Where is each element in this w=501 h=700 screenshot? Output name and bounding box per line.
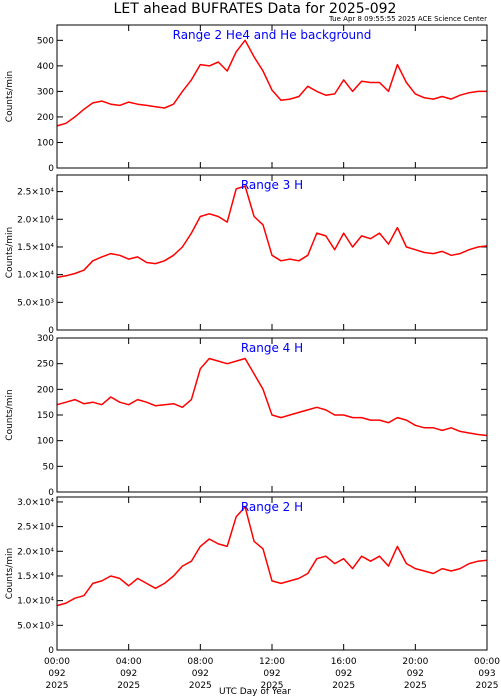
x-tick-label-doy: 092 bbox=[48, 669, 65, 679]
x-tick-label-doy: 092 bbox=[192, 669, 209, 679]
x-tick-label-doy: 092 bbox=[407, 669, 424, 679]
y-tick-label: 2.0×10⁴ bbox=[17, 547, 54, 557]
series-line-panel-2 bbox=[56, 185, 488, 279]
y-axis-title: Counts/min bbox=[5, 227, 15, 278]
y-tick-label: 0 bbox=[48, 488, 54, 498]
y-tick-label: 5.0×10³ bbox=[17, 621, 54, 631]
y-tick-label: 200 bbox=[37, 385, 54, 395]
x-tick-label-year: 2025 bbox=[476, 681, 499, 691]
y-axis-title: Counts/min bbox=[5, 389, 15, 440]
x-tick-label-time: 16:00 bbox=[331, 657, 357, 667]
y-tick-label: 150 bbox=[37, 411, 54, 421]
x-tick-label-year: 2025 bbox=[117, 681, 140, 691]
y-tick-label: 2.5×10⁴ bbox=[17, 523, 54, 533]
series-line-panel-3 bbox=[56, 357, 488, 437]
y-tick-label: 50 bbox=[43, 462, 55, 472]
x-tick-label-time: 00:00 bbox=[474, 657, 500, 667]
plot-frame bbox=[56, 174, 488, 331]
panel-4: 0 5.0×10³ 1.0×10⁴ 1.5×10⁴ 2.0×10⁴ 2.5×10⁴ 3.0×… bbox=[5, 496, 488, 656]
panel-label: Range 2 H bbox=[241, 500, 303, 514]
y-tick-label: 1.5×10⁴ bbox=[17, 243, 54, 253]
y-tick-label: 100 bbox=[37, 138, 54, 148]
y-tick-label: 5.0×10³ bbox=[17, 298, 54, 308]
y-tick-label: 3.0×10⁴ bbox=[17, 498, 54, 508]
y-tick-label: 250 bbox=[37, 360, 54, 370]
y-tick-label: 200 bbox=[37, 113, 54, 123]
y-tick-label: 300 bbox=[37, 87, 54, 97]
timestamp-label: Tue Apr 8 09:55:55 2025 ACE Science Cent… bbox=[328, 15, 487, 23]
y-tick-label: 400 bbox=[37, 62, 54, 72]
y-tick-label: 1.5×10⁴ bbox=[17, 572, 54, 582]
y-axis-title: Counts/min bbox=[5, 71, 15, 122]
y-tick-label: 1.0×10⁴ bbox=[17, 597, 54, 607]
x-tick-label-year: 2025 bbox=[332, 681, 355, 691]
plot-frame bbox=[56, 337, 488, 493]
x-tick-label-time: 20:00 bbox=[402, 657, 428, 667]
plot-frame bbox=[56, 24, 488, 169]
x-tick-label-year: 2025 bbox=[261, 681, 284, 691]
series-line-panel-1 bbox=[56, 39, 487, 127]
x-tick-label-time: 04:00 bbox=[116, 657, 142, 667]
panel-2: 0 5.0×10³ 1.0×10⁴ 1.5×10⁴ 2.0×10⁴ 2.5×10⁴ Rang… bbox=[5, 174, 488, 336]
panel-1: 0 100 200 300 400 500 Range 2 He4 and He backg… bbox=[5, 24, 488, 174]
panel-label: Range 2 He4 and He background bbox=[173, 28, 372, 42]
y-axis-title: Counts/min bbox=[5, 548, 15, 599]
figure-title: LET ahead BUFRATES Data for 2025-092 bbox=[114, 1, 397, 17]
x-axis-title: UTC Day of Year bbox=[219, 687, 291, 697]
x-tick-label-doy: 092 bbox=[335, 669, 352, 679]
plot-frame bbox=[56, 496, 488, 651]
panel-label: Range 4 H bbox=[241, 341, 303, 355]
y-tick-label: 1.0×10⁴ bbox=[17, 271, 54, 281]
x-tick-label-doy: 092 bbox=[263, 669, 280, 679]
series-line-panel-4 bbox=[56, 506, 488, 607]
panel-label: Range 3 H bbox=[241, 178, 303, 192]
x-tick-label-time: 00:00 bbox=[44, 657, 70, 667]
y-tick-label: 0 bbox=[48, 646, 54, 656]
x-tick-label-doy: 092 bbox=[120, 669, 137, 679]
x-tick-label-time: 08:00 bbox=[187, 657, 213, 667]
panel-3: 0 50 100 150 200 250 300 Range 4 H Counts/min bbox=[5, 334, 488, 498]
y-tick-label: 2.5×10⁴ bbox=[17, 188, 54, 198]
y-tick-label: 500 bbox=[37, 36, 54, 46]
y-tick-label: 2.0×10⁴ bbox=[17, 215, 54, 225]
x-axis-ticks: 00:00 092 2025 04:00 092 2025 08:00 092 2025 12:0… bbox=[44, 657, 500, 691]
x-tick-label-doy: 093 bbox=[478, 669, 495, 679]
y-tick-label: 100 bbox=[37, 437, 54, 447]
x-tick-label-time: 12:00 bbox=[259, 657, 285, 667]
x-tick-label-year: 2025 bbox=[46, 681, 69, 691]
x-tick-label-year: 2025 bbox=[189, 681, 212, 691]
x-tick-label-year: 2025 bbox=[404, 681, 427, 691]
y-tick-label: 0 bbox=[48, 326, 54, 336]
y-tick-label: 300 bbox=[37, 334, 54, 344]
y-tick-label: 0 bbox=[48, 164, 54, 174]
